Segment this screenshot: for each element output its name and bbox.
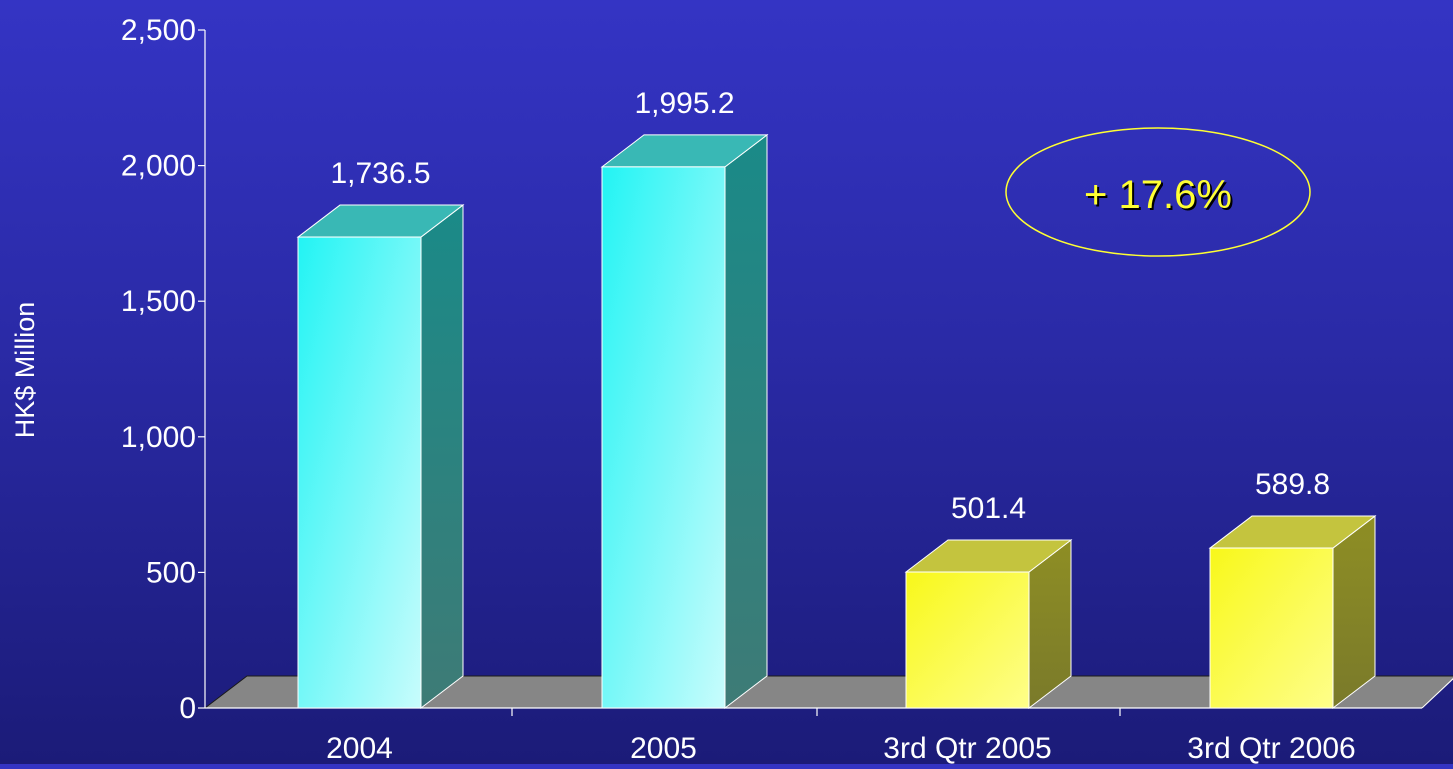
bar-front [601, 166, 726, 709]
bar-front [905, 571, 1030, 709]
bar-value-label: 1,736.5 [330, 157, 430, 190]
x-tick-label: 3rd Qtr 2006 [1187, 732, 1355, 764]
y-axis-title: HK$ Million [10, 302, 40, 439]
y-tick-label: 2,500 [121, 14, 196, 47]
bar-front [1209, 547, 1334, 709]
bar [600, 133, 769, 710]
bar [904, 539, 1073, 710]
y-tick-label: 2,000 [121, 150, 196, 183]
bar-front [297, 236, 422, 709]
x-tick-label: 3rd Qtr 2005 [883, 732, 1051, 764]
annotation-text: + 17.6% [1084, 173, 1232, 217]
x-axis-depth-line [1421, 677, 1453, 709]
y-tick-label: 500 [146, 556, 196, 589]
bar-side [1332, 515, 1376, 710]
bar [296, 204, 465, 710]
bar-value-label: 589.8 [1255, 468, 1330, 501]
annotation-text-shadow: + 17.6% [1086, 175, 1234, 219]
y-tick-label: 0 [179, 692, 196, 725]
y-tick-label: 1,000 [121, 421, 196, 454]
bar-value-label: 1,995.2 [634, 87, 734, 120]
x-tick-label: 2004 [326, 732, 393, 764]
bar-value-label: 501.4 [951, 492, 1026, 525]
bar [1208, 515, 1377, 710]
x-tick-label: 2005 [630, 732, 697, 764]
growth-annotation: + 17.6% + 17.6% [1005, 127, 1311, 257]
y-tick-label: 1,500 [121, 285, 196, 318]
annotation-ellipse [1005, 127, 1311, 257]
bar-side [420, 204, 464, 710]
bar-side [724, 133, 768, 710]
